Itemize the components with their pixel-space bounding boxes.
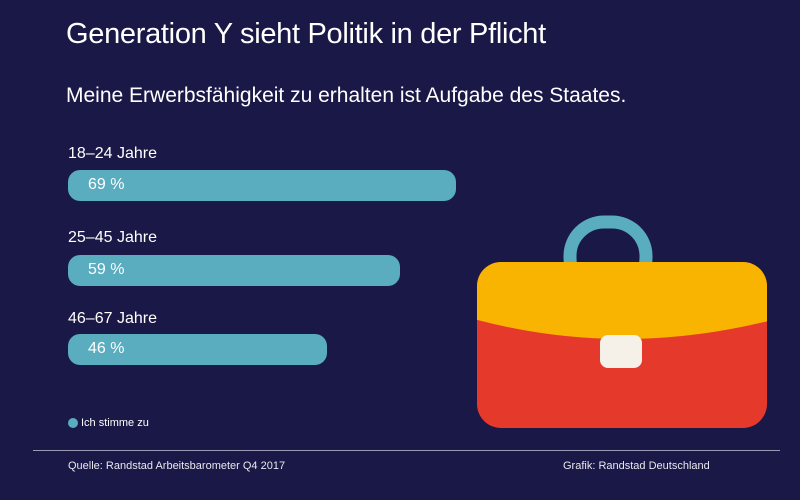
- legend-label: Ich stimme zu: [81, 417, 149, 429]
- data-label: 46 %: [88, 340, 125, 357]
- category-label: 46–67 Jahre: [68, 310, 157, 327]
- data-label: 69 %: [88, 176, 125, 193]
- bar: 46 %: [68, 334, 327, 365]
- bar: 59 %: [68, 255, 400, 286]
- data-label: 59 %: [88, 261, 125, 278]
- chart-title: Generation Y sieht Politik in der Pflich…: [66, 18, 546, 50]
- source-note: Quelle: Randstad Arbeitsbarometer Q4 201…: [68, 460, 286, 472]
- briefcase-icon: [477, 215, 767, 428]
- legend-swatch: [68, 418, 78, 428]
- chart-subtitle: Meine Erwerbsfähigkeit zu erhalten ist A…: [66, 84, 627, 107]
- legend: Ich stimme zu: [68, 417, 149, 429]
- category-label: 25–45 Jahre: [68, 229, 157, 246]
- briefcase-flap: [477, 262, 767, 339]
- briefcase-clasp: [600, 335, 642, 368]
- bar: 69 %: [68, 170, 456, 201]
- category-label: 18–24 Jahre: [68, 145, 157, 162]
- divider: [33, 450, 780, 451]
- credit-note: Grafik: Randstad Deutschland: [563, 460, 710, 472]
